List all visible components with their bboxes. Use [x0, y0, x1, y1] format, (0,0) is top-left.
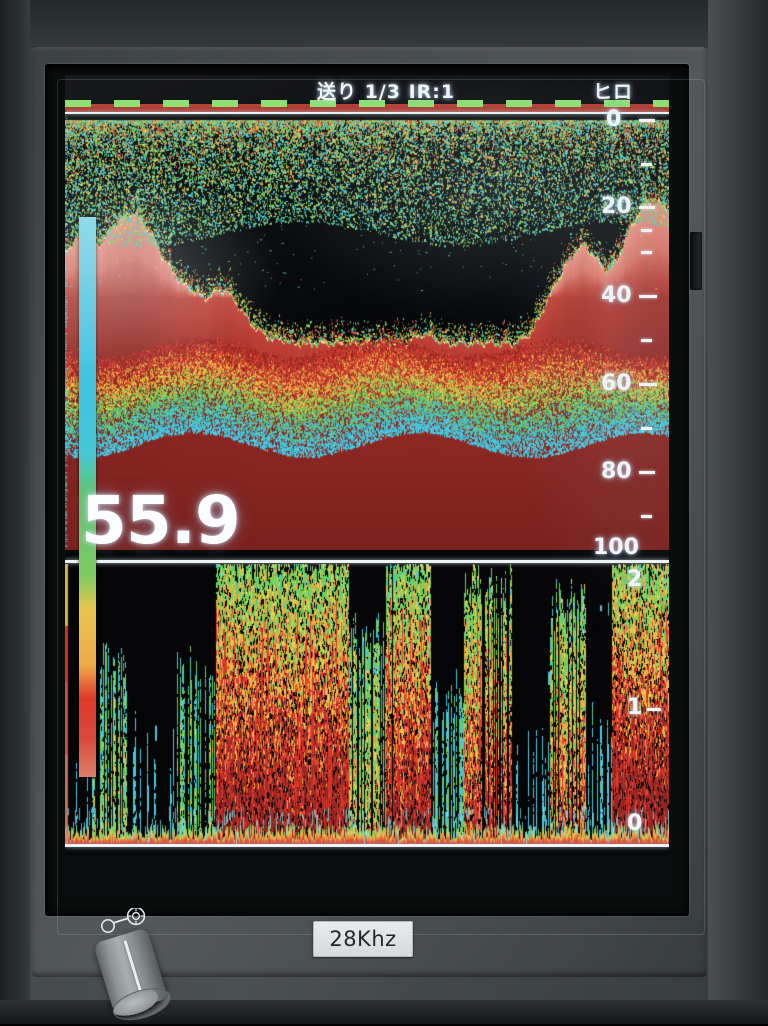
depth-label-80: 80 [601, 459, 632, 484]
zoom-label-1: 1 [627, 695, 643, 720]
depth-label-20: 20 [601, 194, 632, 219]
depth-tick-80 [639, 471, 655, 474]
bottom-lock-canvas [65, 564, 669, 844]
side-vent-slot [690, 232, 702, 290]
mode-status-text: 送り 1/3 IR:1 [317, 81, 456, 103]
brightness-gain-knob-icon [101, 908, 146, 933]
housing-top-edge [0, 0, 768, 48]
screen-header: 送り 1/3 IR:1 ヒロ [65, 75, 669, 103]
depth-minor-tick-70 [641, 427, 652, 430]
display-bezel: 送り 1/3 IR:1 ヒロ 0 20 40 60 80 100 [31, 47, 707, 977]
echo-strength-color-bar [79, 217, 96, 777]
panel-divider-line [65, 560, 669, 563]
surface-white-line [65, 112, 669, 114]
zoom-tick-1 [647, 708, 661, 711]
depth-label-60: 60 [601, 371, 632, 396]
depth-tick-0 [639, 119, 655, 122]
housing-left-edge [0, 0, 30, 1024]
depth-label-40: 40 [601, 283, 632, 308]
depth-unit-label: ヒロ [593, 81, 634, 103]
zoom-label-2: 2 [627, 567, 643, 592]
panel-bottom-line [65, 844, 669, 847]
depth-readout: 55.9 [81, 482, 241, 559]
depth-tick-40 [639, 295, 657, 298]
depth-minor-tick-50 [641, 339, 652, 342]
frequency-label: 28Khz [329, 927, 397, 951]
lcd-screen: 送り 1/3 IR:1 ヒロ 0 20 40 60 80 100 [65, 75, 669, 855]
zoom-label-0: 0 [627, 811, 643, 836]
depth-tick-20 [639, 206, 655, 209]
depth-minor-tick-30 [641, 251, 652, 254]
display-inner-frame: 送り 1/3 IR:1 ヒロ 0 20 40 60 80 100 [45, 64, 689, 916]
depth-label-0: 0 [606, 107, 622, 132]
housing-right-edge [708, 0, 768, 1024]
depth-label-100: 100 [593, 535, 639, 560]
depth-minor-tick-90 [641, 515, 652, 518]
main-echogram-canvas [65, 114, 669, 550]
depth-tick-60 [639, 383, 657, 386]
bottom-lock-panel [65, 564, 669, 844]
depth-minor-tick-25 [641, 229, 652, 232]
depth-minor-tick-10 [641, 163, 652, 166]
main-echogram-panel [65, 114, 669, 550]
frequency-plate: 28Khz [313, 921, 413, 957]
transmit-dash-marker [65, 100, 669, 107]
surface-red-band [65, 104, 669, 113]
